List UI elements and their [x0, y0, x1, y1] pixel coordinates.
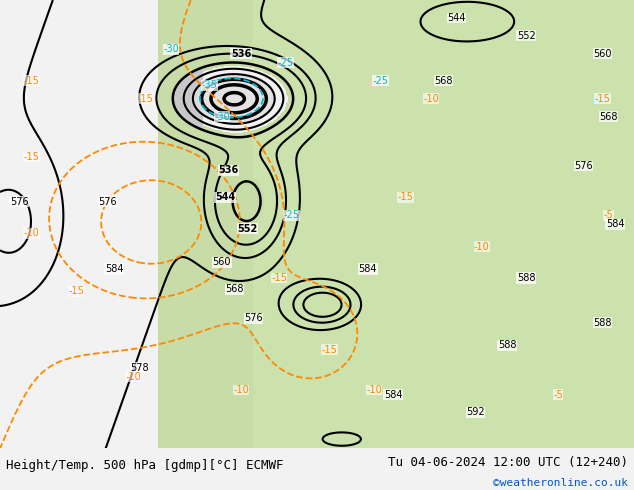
Text: -15: -15: [271, 273, 287, 283]
Text: 576: 576: [10, 197, 29, 207]
Text: 578: 578: [130, 363, 149, 373]
Text: -10: -10: [474, 242, 489, 251]
Text: 584: 584: [358, 264, 377, 274]
Text: -30: -30: [214, 112, 230, 122]
Text: ©weatheronline.co.uk: ©weatheronline.co.uk: [493, 477, 628, 488]
Text: -15: -15: [398, 192, 414, 202]
Text: 536: 536: [231, 49, 251, 59]
Text: -25: -25: [372, 75, 389, 86]
Text: 568: 568: [434, 75, 453, 86]
Text: Height/Temp. 500 hPa [gdmp][°C] ECMWF: Height/Temp. 500 hPa [gdmp][°C] ECMWF: [6, 459, 284, 471]
Text: -5: -5: [553, 390, 563, 399]
Text: 588: 588: [498, 340, 517, 350]
Text: -5: -5: [604, 210, 614, 220]
Text: -10: -10: [233, 385, 249, 395]
Text: 568: 568: [225, 284, 244, 294]
Text: 588: 588: [517, 273, 536, 283]
Text: -10: -10: [366, 385, 382, 395]
Text: -15: -15: [23, 75, 40, 86]
Text: Tu 04-06-2024 12:00 UTC (12+240): Tu 04-06-2024 12:00 UTC (12+240): [387, 456, 628, 469]
Text: 592: 592: [466, 408, 485, 417]
Text: -30: -30: [164, 44, 179, 54]
Text: 552: 552: [237, 223, 257, 234]
Text: -15: -15: [138, 94, 154, 104]
Text: 560: 560: [212, 257, 231, 267]
Text: 584: 584: [105, 264, 124, 274]
Text: -10: -10: [424, 94, 439, 104]
Text: 552: 552: [517, 31, 536, 41]
Text: 584: 584: [384, 390, 403, 399]
Text: -35: -35: [201, 80, 217, 90]
Text: 576: 576: [98, 197, 117, 207]
Text: -15: -15: [594, 94, 611, 104]
Text: -10: -10: [24, 228, 39, 238]
Text: -10: -10: [126, 371, 141, 382]
Text: -15: -15: [321, 344, 338, 355]
Text: -25: -25: [283, 210, 300, 220]
Text: -15: -15: [23, 152, 40, 162]
Text: -15: -15: [68, 287, 84, 296]
Text: 536: 536: [218, 165, 238, 175]
Text: 588: 588: [593, 318, 612, 328]
Text: 576: 576: [244, 313, 263, 323]
Text: 584: 584: [605, 219, 624, 229]
Text: 560: 560: [593, 49, 612, 59]
Text: 568: 568: [599, 112, 618, 122]
Text: 544: 544: [215, 192, 235, 202]
Text: 544: 544: [447, 13, 466, 23]
Text: 576: 576: [574, 161, 593, 171]
Text: -25: -25: [277, 58, 294, 68]
